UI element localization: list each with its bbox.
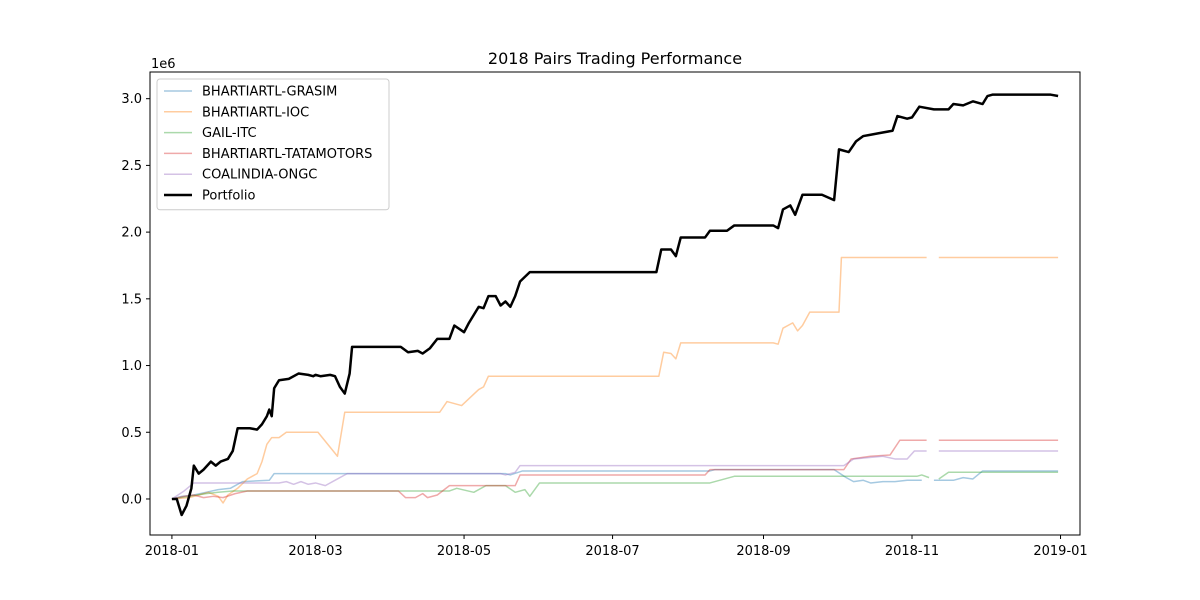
x-tick-label: 2018-07 — [585, 544, 639, 559]
y-scale-label: 1e6 — [151, 57, 176, 72]
chart-title: 2018 Pairs Trading Performance — [488, 49, 742, 68]
series-line-bhartiartl-tatamotors — [171, 439, 1059, 500]
legend-label: GAIL-ITC — [202, 126, 257, 141]
y-tick-label: 1.0 — [121, 359, 142, 374]
axes-layer: 2018-01 2018-03 2018-05 2018-07 2018-09 2018-… — [121, 71, 1088, 559]
series-line-gail-itc — [171, 471, 1059, 500]
legend: BHARTIARTL-GRASIM BHARTIARTL-IOC GAIL-ITC B… — [156, 78, 390, 211]
x-tick-label: 2018-09 — [736, 544, 790, 559]
legend-label: BHARTIARTL-GRASIM — [202, 85, 337, 100]
series-line-bhartiartl-ioc — [171, 256, 1059, 504]
y-tick-label: 3.0 — [121, 92, 142, 107]
series-layer — [171, 93, 1059, 517]
y-tick-label: 2.0 — [121, 226, 142, 241]
y-tick-label: 2.5 — [121, 159, 142, 174]
legend-box — [156, 78, 390, 211]
x-tick-label: 2019-01 — [1033, 544, 1087, 559]
legend-label: BHARTIARTL-IOC — [202, 105, 309, 120]
legend-label: COALINDIA-ONGC — [202, 168, 317, 183]
series-line-portfolio — [171, 93, 1059, 517]
x-tick-label: 2018-11 — [885, 544, 939, 559]
x-tick-label: 2018-01 — [145, 544, 199, 559]
x-tick-label: 2018-03 — [288, 544, 342, 559]
x-tick-label: 2018-05 — [437, 544, 491, 559]
series-line-bhartiartl-grasim — [171, 468, 1059, 500]
legend-label: Portfolio — [202, 189, 256, 204]
y-tick-label: 0.0 — [121, 492, 142, 507]
y-tick-label: 0.5 — [121, 426, 142, 441]
y-tick-label: 1.5 — [121, 292, 142, 307]
legend-label: BHARTIARTL-TATAMOTORS — [202, 147, 372, 162]
series-line-coalindia-ongc — [171, 450, 1059, 500]
plot-frame — [149, 71, 1081, 536]
